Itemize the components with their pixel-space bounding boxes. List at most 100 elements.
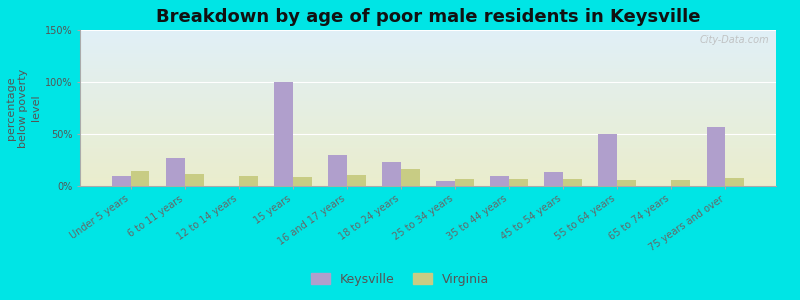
- Bar: [618, 180, 636, 186]
- Bar: [80, 167, 776, 168]
- Bar: [80, 31, 776, 32]
- Bar: [80, 180, 776, 181]
- Bar: [80, 56, 776, 57]
- Bar: [80, 66, 776, 67]
- Bar: [80, 141, 776, 142]
- Bar: [80, 169, 776, 170]
- Bar: [80, 79, 776, 80]
- Bar: [80, 142, 776, 143]
- Bar: [80, 38, 776, 39]
- Bar: [80, 118, 776, 119]
- Bar: [80, 110, 776, 111]
- Bar: [80, 148, 776, 149]
- Bar: [80, 112, 776, 113]
- Bar: [80, 102, 776, 103]
- Bar: [80, 120, 776, 121]
- Bar: [80, 157, 776, 158]
- Bar: [80, 183, 776, 184]
- Bar: [80, 168, 776, 169]
- Bar: [80, 149, 776, 150]
- Bar: [80, 33, 776, 34]
- Bar: [80, 164, 776, 165]
- Bar: [80, 153, 776, 154]
- Bar: [80, 136, 776, 137]
- Text: City-Data.com: City-Data.com: [699, 35, 769, 45]
- Bar: [80, 88, 776, 89]
- Bar: [80, 71, 776, 72]
- Bar: [436, 181, 455, 186]
- Bar: [80, 176, 776, 177]
- Bar: [80, 182, 776, 183]
- Bar: [80, 116, 776, 117]
- Bar: [80, 57, 776, 58]
- Bar: [80, 123, 776, 124]
- Bar: [80, 51, 776, 52]
- Bar: [185, 173, 203, 186]
- Bar: [80, 140, 776, 141]
- Bar: [80, 42, 776, 43]
- Bar: [80, 130, 776, 131]
- Bar: [80, 54, 776, 55]
- Bar: [80, 77, 776, 78]
- Bar: [80, 97, 776, 98]
- Bar: [80, 134, 776, 135]
- Bar: [80, 127, 776, 128]
- Bar: [80, 80, 776, 81]
- Bar: [80, 158, 776, 159]
- Bar: [80, 64, 776, 65]
- Bar: [80, 172, 776, 173]
- Bar: [80, 170, 776, 171]
- Bar: [401, 169, 420, 186]
- Bar: [80, 181, 776, 182]
- Bar: [726, 178, 744, 186]
- Bar: [80, 94, 776, 95]
- Bar: [80, 34, 776, 35]
- Bar: [80, 107, 776, 108]
- Bar: [80, 174, 776, 175]
- Bar: [490, 176, 509, 186]
- Bar: [80, 131, 776, 132]
- Bar: [112, 176, 130, 186]
- Bar: [80, 152, 776, 153]
- Bar: [80, 103, 776, 104]
- Bar: [80, 73, 776, 74]
- Bar: [671, 180, 690, 186]
- Bar: [80, 41, 776, 42]
- Bar: [130, 171, 150, 186]
- Bar: [80, 59, 776, 60]
- Bar: [80, 46, 776, 47]
- Bar: [80, 135, 776, 136]
- Bar: [80, 159, 776, 160]
- Bar: [80, 101, 776, 102]
- Bar: [80, 165, 776, 166]
- Bar: [80, 137, 776, 138]
- Bar: [80, 32, 776, 33]
- Bar: [80, 111, 776, 112]
- Bar: [80, 58, 776, 59]
- Bar: [80, 90, 776, 91]
- Bar: [274, 82, 293, 186]
- Bar: [80, 62, 776, 63]
- Bar: [80, 30, 776, 31]
- Bar: [80, 98, 776, 99]
- Bar: [80, 93, 776, 94]
- Bar: [80, 49, 776, 50]
- Bar: [80, 126, 776, 127]
- Bar: [80, 166, 776, 167]
- Bar: [80, 108, 776, 109]
- Bar: [80, 61, 776, 62]
- Bar: [80, 119, 776, 120]
- Bar: [80, 52, 776, 53]
- Bar: [80, 114, 776, 115]
- Bar: [80, 173, 776, 174]
- Bar: [80, 139, 776, 140]
- Bar: [455, 179, 474, 186]
- Bar: [80, 72, 776, 73]
- Bar: [80, 184, 776, 185]
- Bar: [80, 128, 776, 129]
- Bar: [328, 155, 347, 186]
- Bar: [80, 105, 776, 106]
- Bar: [80, 133, 776, 134]
- Bar: [80, 96, 776, 97]
- Bar: [80, 69, 776, 70]
